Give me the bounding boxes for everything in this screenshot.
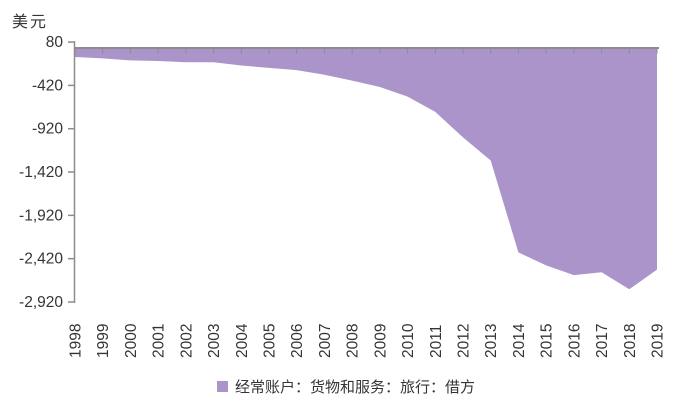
x-axis-label: 2007	[317, 324, 334, 358]
x-axis-label: 2012	[456, 324, 473, 358]
x-axis-label: 2004	[234, 323, 251, 358]
x-axis-label: 2008	[345, 324, 362, 358]
x-axis-label: 2006	[289, 324, 306, 358]
x-axis-label: 2016	[566, 324, 583, 358]
x-axis-label: 1999	[95, 324, 112, 358]
y-axis-label: -920	[32, 121, 63, 138]
legend-marker-icon	[216, 381, 228, 392]
area-series	[75, 49, 657, 290]
y-axis-label: -1,920	[19, 207, 63, 224]
x-axis-label: 2000	[123, 323, 140, 358]
legend-label: 经常账户：货物和服务：旅行：借方	[234, 379, 475, 396]
y-axis-label: -2,920	[19, 294, 63, 311]
x-axis-label: 2019	[650, 324, 667, 358]
y-axis-label: -1,420	[19, 164, 63, 181]
x-axis-label: 2001	[151, 324, 168, 358]
legend: 经常账户：货物和服务：旅行：借方	[0, 376, 692, 397]
y-axis-label: -420	[32, 77, 63, 94]
x-axis-label: 2002	[178, 324, 195, 358]
x-axis-label: 2014	[511, 323, 528, 358]
x-axis-label: 2005	[262, 324, 279, 358]
x-axis-label: 2009	[372, 324, 389, 358]
x-axis-label: 2013	[483, 324, 500, 358]
x-axis-label: 2011	[428, 325, 445, 358]
x-axis-label: 2010	[400, 323, 417, 358]
x-axis-label: 2003	[206, 324, 223, 358]
x-axis-label: 1998	[68, 324, 85, 358]
axis-unit-label: 美元	[12, 14, 49, 31]
x-axis-label: 2017	[594, 324, 611, 358]
y-axis-label: 80	[46, 34, 64, 51]
x-axis-label: 2015	[539, 324, 556, 358]
y-axis-label: -2,420	[19, 251, 63, 268]
x-axis-label: 2018	[622, 324, 639, 358]
